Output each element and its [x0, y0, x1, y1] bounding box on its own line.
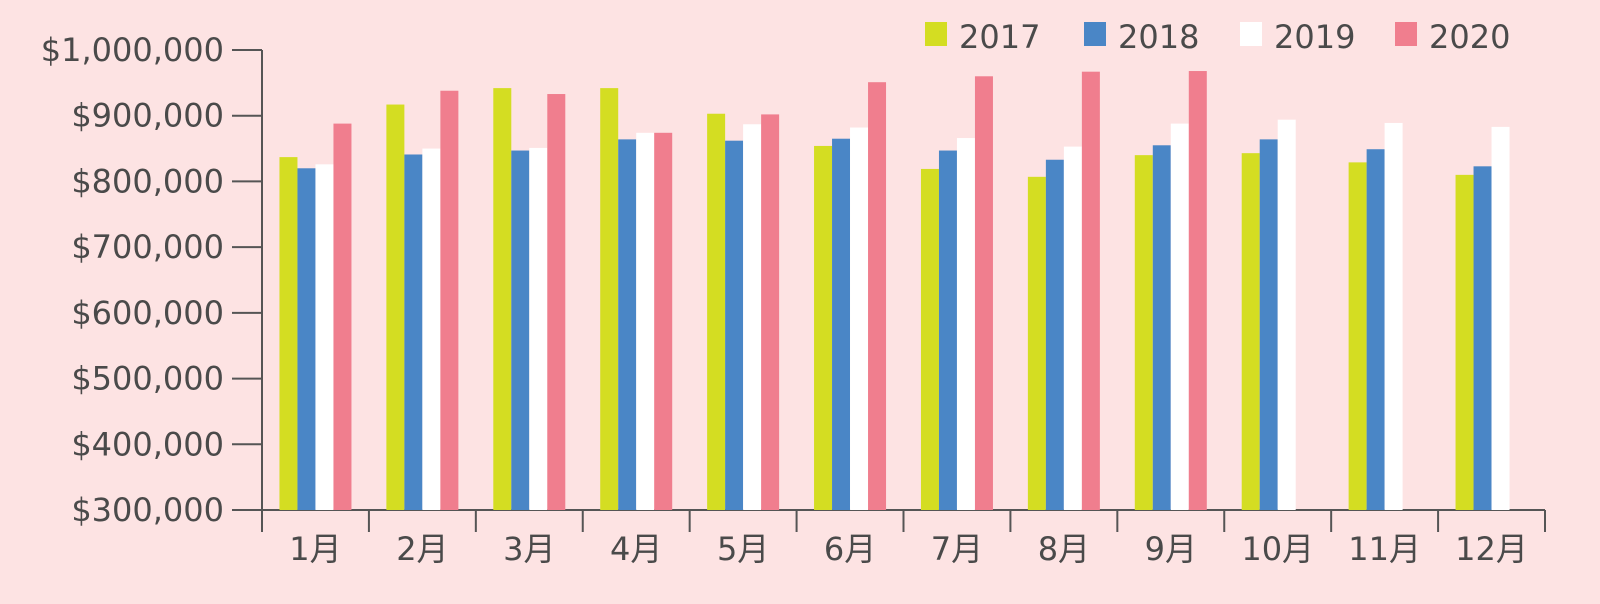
bar-2018-7月 — [938, 150, 957, 511]
x-tick-label: 11月 — [1348, 530, 1421, 568]
bar-2020-4月 — [654, 132, 673, 511]
bar-2017-3月 — [493, 88, 512, 510]
bar-2019-5月 — [743, 124, 762, 510]
bar-2017-8月 — [1027, 176, 1046, 511]
bar-2020-9月 — [1188, 71, 1207, 511]
y-tick-label: $400,000 — [71, 425, 224, 463]
bar-2018-4月 — [618, 139, 637, 510]
legend-label-2017: 2017 — [959, 18, 1040, 56]
x-axis: 1月 2月 3月 4月 5月 6月 7月 8月 9月 10月 11月 12月 — [261, 509, 1546, 568]
bar-2020-7月 — [974, 76, 993, 511]
legend-swatch-2017 — [925, 22, 947, 46]
x-tick-label: 1月 — [289, 530, 341, 568]
bar-2018-10月 — [1259, 139, 1278, 510]
x-tick-label: 4月 — [610, 530, 662, 568]
legend-swatch-2018 — [1084, 22, 1106, 46]
x-tick-label: 7月 — [931, 530, 983, 568]
x-tick-label: 6月 — [824, 530, 876, 568]
bar-2020-1月 — [333, 123, 352, 510]
bar-2017-10月 — [1241, 153, 1260, 510]
bar-2019-4月 — [636, 132, 655, 511]
bar-2017-2月 — [386, 104, 405, 511]
legend-label-2020: 2020 — [1429, 18, 1510, 56]
bar-2017-4月 — [600, 88, 619, 510]
x-tick-label: 8月 — [1038, 530, 1090, 568]
bar-2020-3月 — [547, 94, 566, 511]
legend-label-2018: 2018 — [1118, 18, 1199, 56]
bar-2019-12月 — [1491, 126, 1510, 510]
bar-2019-8月 — [1063, 146, 1082, 510]
bar-2019-7月 — [956, 138, 975, 511]
y-tick-label: $500,000 — [71, 360, 224, 398]
bar-2019-6月 — [850, 127, 869, 511]
bar-2017-12月 — [1455, 174, 1474, 510]
bar-2020-6月 — [868, 82, 887, 510]
bar-2019-2月 — [422, 148, 441, 511]
legend-swatch-2020 — [1395, 22, 1417, 46]
bar-2018-11月 — [1366, 149, 1385, 510]
bar-2018-12月 — [1473, 166, 1492, 511]
bar-2018-5月 — [725, 140, 744, 510]
bar-2017-6月 — [814, 145, 833, 510]
bar-2018-2月 — [404, 154, 423, 510]
y-tick-label: $300,000 — [71, 491, 224, 529]
x-tick-label: 10月 — [1241, 530, 1314, 568]
bar-2017-7月 — [920, 168, 939, 510]
bar-2017-11月 — [1348, 162, 1367, 510]
x-tick-label: 12月 — [1455, 530, 1528, 568]
y-tick-label: $700,000 — [71, 228, 224, 266]
bar-2019-10月 — [1277, 119, 1296, 511]
x-tick-label: 5月 — [717, 530, 769, 568]
y-tick-label: $800,000 — [71, 162, 224, 200]
bar-2020-2月 — [440, 90, 459, 510]
legend: 2017 2018 2019 2020 — [925, 18, 1510, 56]
legend-swatch-2019 — [1240, 22, 1262, 46]
bar-2019-3月 — [529, 147, 548, 510]
bar-2019-9月 — [1170, 123, 1189, 510]
bar-2018-9月 — [1152, 145, 1171, 511]
x-tick-label: 3月 — [503, 530, 555, 568]
legend-label-2019: 2019 — [1274, 18, 1355, 56]
y-axis: $300,000 $400,000 $500,000 $600,000 $700,000… — [41, 31, 263, 529]
bar-2018-6月 — [832, 138, 851, 510]
bar-2018-8月 — [1045, 159, 1064, 510]
bars — [279, 71, 1510, 511]
y-tick-label: $1,000,000 — [41, 31, 224, 69]
bar-2017-9月 — [1134, 155, 1153, 510]
y-tick-label: $600,000 — [71, 294, 224, 332]
bar-2018-1月 — [297, 168, 316, 511]
bar-2019-1月 — [315, 164, 334, 511]
x-tick-label: 2月 — [396, 530, 448, 568]
bar-2020-5月 — [761, 114, 780, 511]
bar-2018-3月 — [511, 150, 530, 511]
bar-2019-11月 — [1384, 122, 1403, 510]
x-tick-label: 9月 — [1145, 530, 1197, 568]
bar-2017-1月 — [279, 157, 298, 510]
bar-2017-5月 — [707, 113, 726, 510]
bar-2020-8月 — [1081, 71, 1100, 510]
y-tick-label: $900,000 — [71, 97, 224, 135]
